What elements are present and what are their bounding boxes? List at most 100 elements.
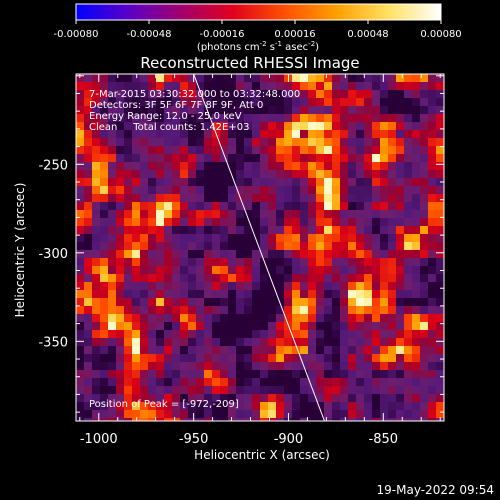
heatmap-cell bbox=[228, 346, 236, 354]
heatmap-cell bbox=[300, 298, 308, 306]
heatmap-cell bbox=[284, 378, 292, 386]
heatmap-cell bbox=[140, 386, 148, 394]
heatmap-cell bbox=[268, 242, 276, 250]
heatmap-cell bbox=[252, 306, 260, 314]
heatmap-cell bbox=[372, 202, 380, 210]
heatmap-cell bbox=[300, 186, 308, 194]
heatmap-cell bbox=[132, 162, 140, 170]
heatmap-cell bbox=[388, 194, 396, 202]
heatmap-cell bbox=[268, 122, 276, 130]
heatmap-cell bbox=[396, 418, 404, 421]
heatmap-cell bbox=[228, 90, 236, 98]
heatmap-cell bbox=[132, 386, 140, 394]
heatmap-cell bbox=[412, 314, 420, 322]
heatmap-cell bbox=[100, 298, 108, 306]
heatmap-cell bbox=[388, 306, 396, 314]
heatmap-cell bbox=[164, 394, 172, 402]
heatmap-cell bbox=[260, 82, 268, 90]
heatmap-cell bbox=[428, 170, 436, 178]
heatmap-cell bbox=[116, 154, 124, 162]
heatmap-cell bbox=[300, 274, 308, 282]
heatmap-cell bbox=[220, 74, 228, 82]
heatmap-cell bbox=[324, 354, 332, 362]
heatmap-cell bbox=[292, 386, 300, 394]
heatmap-cell bbox=[132, 82, 140, 90]
heatmap-cell bbox=[404, 74, 412, 82]
heatmap-cell bbox=[84, 378, 92, 386]
heatmap-cell bbox=[108, 218, 116, 226]
heatmap-cell bbox=[388, 338, 396, 346]
heatmap-cell bbox=[196, 410, 204, 418]
heatmap-cell bbox=[396, 186, 404, 194]
heatmap-cell bbox=[324, 82, 332, 90]
heatmap-cell bbox=[92, 394, 100, 402]
heatmap-cell bbox=[412, 130, 420, 138]
heatmap-cell bbox=[180, 346, 188, 354]
heatmap-cell bbox=[92, 130, 100, 138]
heatmap-cell bbox=[356, 202, 364, 210]
heatmap-cell bbox=[116, 82, 124, 90]
heatmap-cell bbox=[372, 138, 380, 146]
heatmap-cell bbox=[164, 386, 172, 394]
heatmap-cell bbox=[124, 170, 132, 178]
heatmap-cell bbox=[412, 146, 420, 154]
heatmap-cell bbox=[188, 402, 196, 410]
heatmap-cell bbox=[260, 202, 268, 210]
heatmap-cell bbox=[180, 362, 188, 370]
heatmap-cell bbox=[284, 266, 292, 274]
heatmap-cell bbox=[220, 170, 228, 178]
heatmap-cell bbox=[300, 170, 308, 178]
heatmap-cell bbox=[228, 186, 236, 194]
heatmap-cell bbox=[268, 138, 276, 146]
heatmap-cell bbox=[436, 298, 444, 306]
heatmap-cell bbox=[180, 146, 188, 154]
heatmap-cell bbox=[132, 114, 140, 122]
heatmap-cell bbox=[284, 186, 292, 194]
heatmap-cell bbox=[156, 106, 164, 114]
heatmap-cell bbox=[308, 138, 316, 146]
heatmap-cell bbox=[140, 178, 148, 186]
heatmap-cell bbox=[396, 210, 404, 218]
heatmap-cell bbox=[84, 418, 92, 421]
heatmap-cell bbox=[76, 370, 84, 378]
heatmap-cell bbox=[124, 154, 132, 162]
heatmap-cell bbox=[388, 314, 396, 322]
heatmap-cell bbox=[252, 210, 260, 218]
heatmap-cell bbox=[228, 98, 236, 106]
heatmap-cell bbox=[164, 234, 172, 242]
heatmap-cell bbox=[388, 386, 396, 394]
heatmap-cell bbox=[396, 138, 404, 146]
heatmap-cell bbox=[348, 362, 356, 370]
heatmap-cell bbox=[284, 146, 292, 154]
heatmap-cell bbox=[324, 170, 332, 178]
heatmap-cell bbox=[212, 322, 220, 330]
heatmap-cell bbox=[244, 258, 252, 266]
heatmap-cell bbox=[292, 378, 300, 386]
heatmap-cell bbox=[164, 258, 172, 266]
heatmap-cell bbox=[220, 82, 228, 90]
heatmap-cell bbox=[84, 106, 92, 114]
heatmap-cell bbox=[412, 210, 420, 218]
heatmap-cell bbox=[172, 322, 180, 330]
heatmap-cell bbox=[428, 114, 436, 122]
heatmap-cell bbox=[404, 234, 412, 242]
heatmap-cell bbox=[132, 290, 140, 298]
heatmap-cell bbox=[380, 418, 388, 421]
heatmap-cell bbox=[364, 130, 372, 138]
heatmap-cell bbox=[292, 74, 300, 82]
heatmap-cell bbox=[436, 82, 444, 90]
heatmap-cell bbox=[92, 282, 100, 290]
heatmap-cell bbox=[420, 282, 428, 290]
heatmap-cell bbox=[108, 258, 116, 266]
heatmap-cell bbox=[180, 250, 188, 258]
heatmap-cell bbox=[364, 178, 372, 186]
heatmap-cell bbox=[364, 170, 372, 178]
heatmap-cell bbox=[428, 258, 436, 266]
heatmap-cell bbox=[308, 362, 316, 370]
heatmap-cell bbox=[260, 170, 268, 178]
heatmap-cell bbox=[116, 370, 124, 378]
heatmap-cell bbox=[212, 210, 220, 218]
heatmap-cell bbox=[132, 274, 140, 282]
heatmap-cell bbox=[372, 362, 380, 370]
heatmap-cell bbox=[308, 378, 316, 386]
